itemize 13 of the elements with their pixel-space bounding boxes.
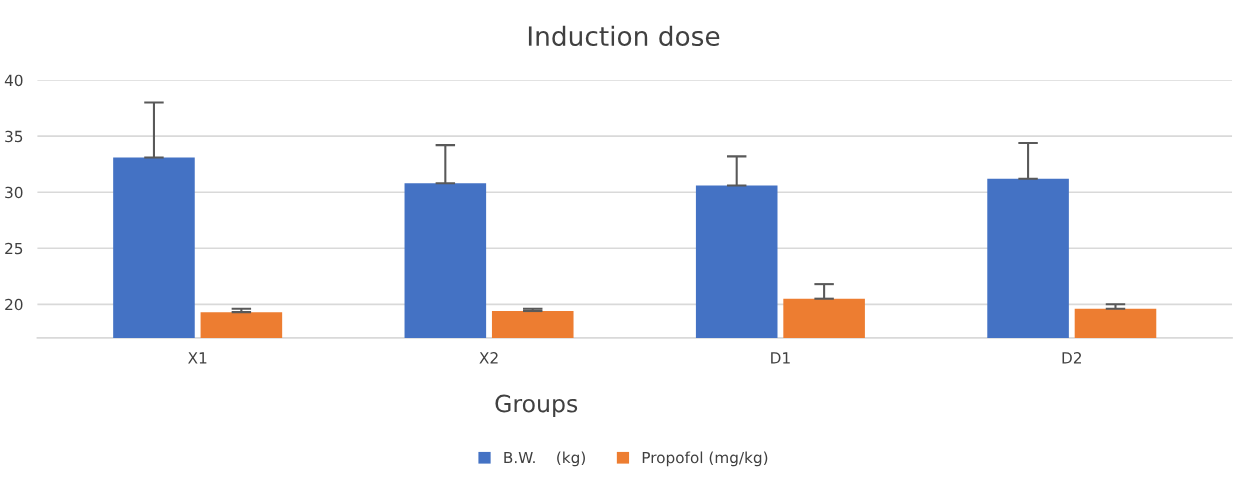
y-tick-label: 30 [5, 186, 23, 199]
y-tick-label: 35 [5, 130, 23, 143]
x-tick-label: D1 [771, 352, 790, 364]
y-tick-label: 20 [5, 298, 23, 311]
legend-label: B.W. (kg) [504, 451, 585, 467]
y-tick-label: 25 [5, 242, 23, 255]
chart-title: Induction dose [528, 25, 720, 47]
legend-label: Propofol (mg/kg) [642, 451, 768, 467]
x-axis-title: Groups [495, 394, 578, 418]
x-tick-label: X1 [188, 352, 207, 364]
y-tick-label: 40 [4, 74, 23, 87]
x-tick-label: X2 [479, 352, 498, 364]
x-tick-label: D2 [1062, 352, 1081, 364]
